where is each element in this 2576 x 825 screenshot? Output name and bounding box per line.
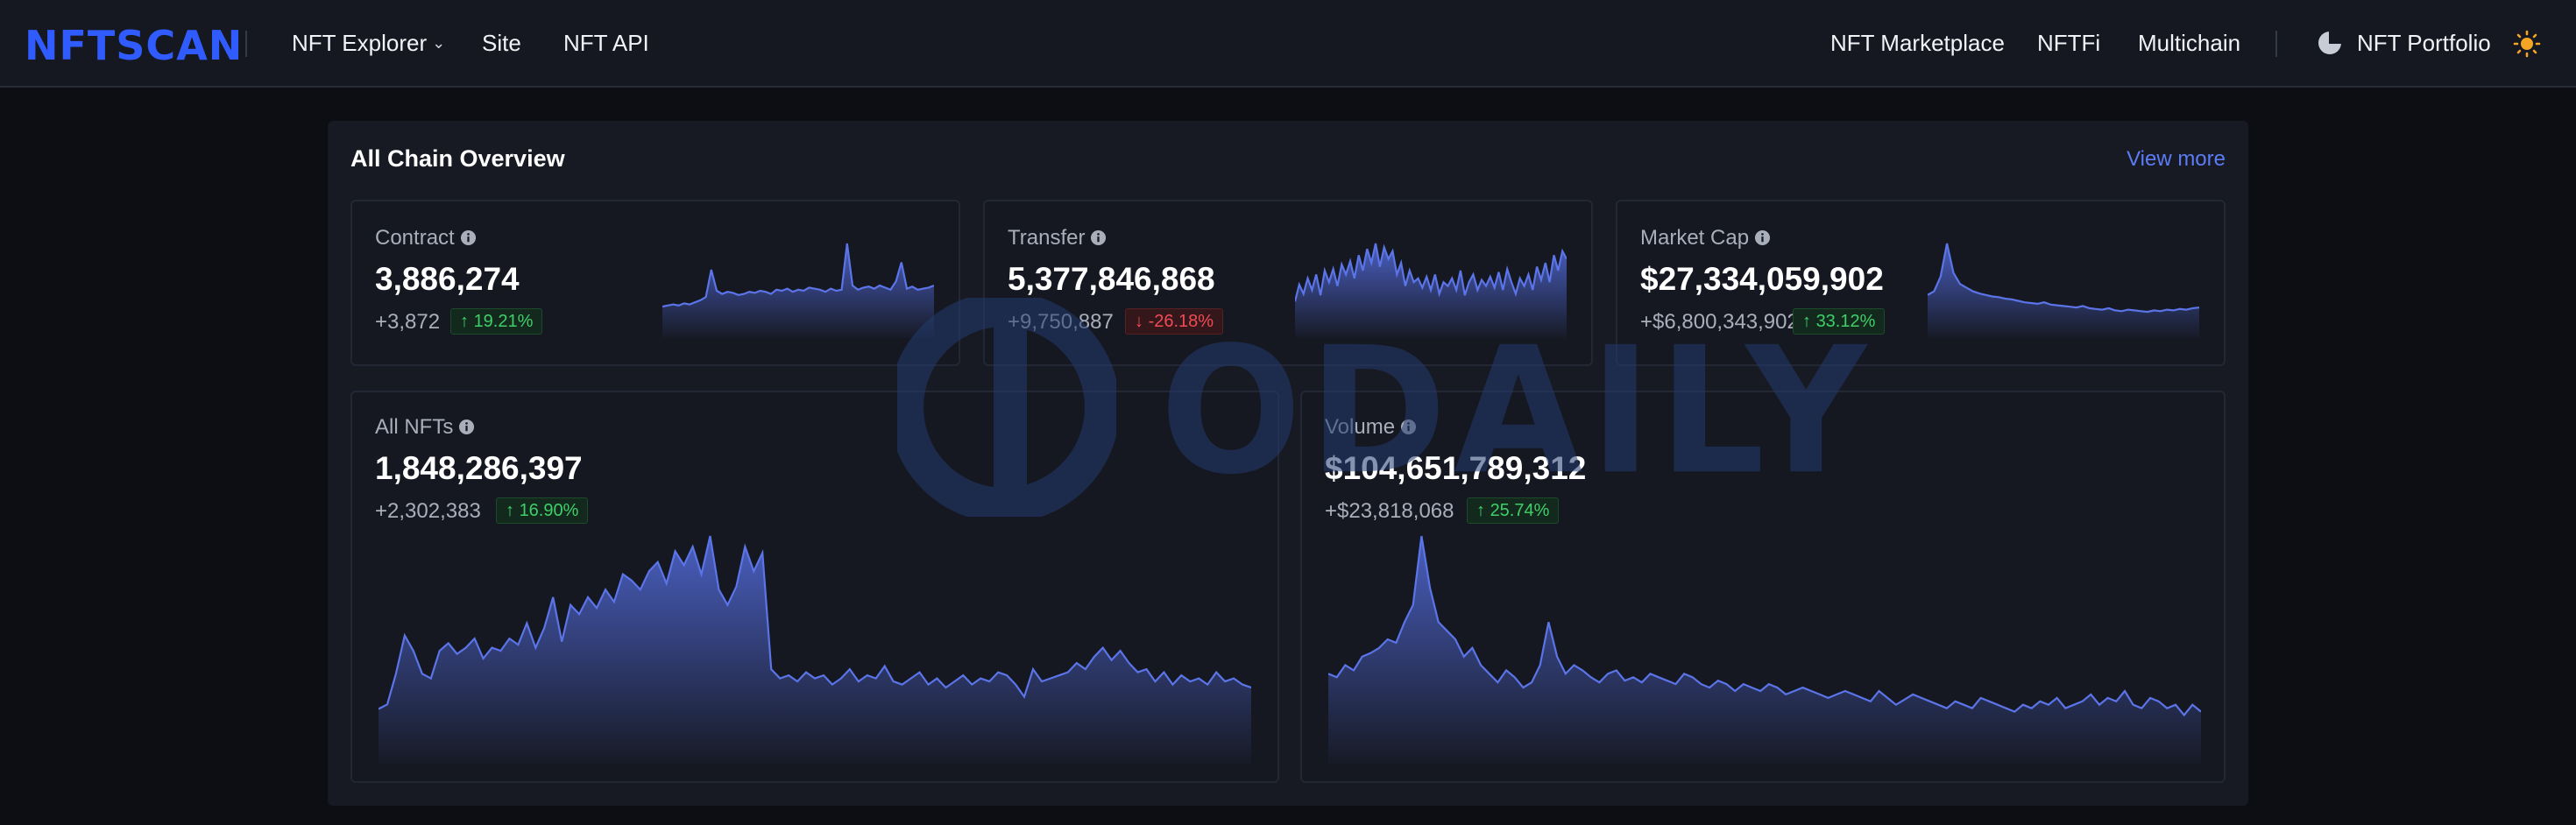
- change-badge: ↑ 16.90%: [496, 497, 589, 524]
- chart-line: [662, 243, 934, 308]
- chart-line: [1328, 535, 2201, 717]
- info-icon[interactable]: [460, 229, 477, 246]
- info-icon[interactable]: [1754, 229, 1771, 246]
- contract-card: Contract 3,886,274 +3,872 ↑ 19.21%: [350, 200, 960, 366]
- chart-area: [662, 243, 934, 338]
- card-label: Market Cap: [1640, 226, 1771, 250]
- all-nfts-card: All NFTs 1,848,286,397 +2,302,383 ↑ 16.9…: [350, 391, 1279, 783]
- card-value: 3,886,274: [375, 261, 520, 297]
- volume-card: Volume $104,651,789,312 +$23,818,068 ↑ 2…: [1300, 391, 2226, 783]
- nav-nft-marketplace[interactable]: NFT Marketplace: [1830, 30, 2005, 56]
- arrow-up-icon: ↑: [460, 312, 469, 331]
- card-label: Contract: [375, 226, 477, 250]
- chart-area: [1928, 243, 2199, 338]
- header-divider: [2275, 31, 2277, 57]
- nav-nft-portfolio[interactable]: NFT Portfolio: [2357, 30, 2491, 56]
- change-badge: ↑ 19.21%: [450, 308, 543, 335]
- chart-line: [379, 535, 1251, 710]
- chart-area: [1328, 536, 2201, 764]
- nav-nft-explorer-label: NFT Explorer: [292, 30, 428, 56]
- header-divider: [245, 31, 247, 57]
- market-cap-sparkline: [1928, 243, 2199, 338]
- arrow-down-icon: ↓: [1135, 312, 1143, 331]
- card-label: Volume: [1325, 415, 1417, 440]
- view-more-link[interactable]: View more: [2127, 147, 2226, 171]
- chart-line: [1928, 243, 2199, 314]
- card-value: 1,848,286,397: [375, 450, 583, 486]
- transfer-card: Transfer 5,377,846,868 +9,750,887 ↓ -26.…: [983, 200, 1593, 366]
- card-delta: +9,750,887: [1008, 310, 1114, 334]
- arrow-up-icon: ↑: [506, 501, 514, 520]
- chevron-down-icon: ⌄: [432, 34, 446, 52]
- nav-nft-api[interactable]: NFT API: [563, 30, 649, 56]
- card-delta: +$6,800,343,902: [1640, 310, 1799, 334]
- market-cap-card: Market Cap $27,334,059,902 +$6,800,343,9…: [1616, 200, 2226, 366]
- nav-nft-explorer[interactable]: NFT Explorer ⌄: [292, 27, 445, 59]
- all-nfts-chart: [379, 535, 1251, 764]
- top-header: NFTSCAN NFT Explorer ⌄ Site NFT API NFT M…: [0, 0, 2576, 88]
- sun-icon[interactable]: [2513, 30, 2541, 58]
- card-delta: +$23,818,068: [1325, 499, 1454, 523]
- chart-area: [379, 536, 1251, 764]
- info-icon[interactable]: [1090, 229, 1107, 246]
- card-delta: +2,302,383: [375, 499, 481, 523]
- change-badge: ↑ 33.12%: [1793, 308, 1886, 335]
- nav-site[interactable]: Site: [482, 30, 521, 56]
- card-label: All NFTs: [375, 415, 475, 440]
- info-icon[interactable]: [1400, 419, 1417, 435]
- change-badge: ↓ -26.18%: [1125, 308, 1224, 335]
- change-badge: ↑ 25.74%: [1467, 497, 1560, 524]
- chart-line: [1295, 243, 1567, 302]
- transfer-sparkline: [1295, 243, 1567, 338]
- nav-multichain[interactable]: Multichain: [2138, 30, 2241, 56]
- nav-nftfi[interactable]: NFTFi: [2037, 30, 2101, 56]
- card-label: Transfer: [1008, 226, 1107, 250]
- contract-sparkline: [662, 243, 934, 338]
- arrow-up-icon: ↑: [1802, 312, 1811, 331]
- all-chain-overview-panel: All Chain Overview View more Contract 3,…: [328, 121, 2248, 806]
- panel-title: All Chain Overview: [350, 145, 565, 172]
- arrow-up-icon: ↑: [1476, 501, 1485, 520]
- netscan-logo[interactable]: NFTSCAN: [25, 22, 244, 69]
- info-icon[interactable]: [458, 419, 475, 435]
- pie-chart-icon[interactable]: [2317, 30, 2343, 56]
- volume-chart: [1328, 535, 2201, 764]
- card-value: 5,377,846,868: [1008, 261, 1215, 297]
- card-value: $104,651,789,312: [1325, 450, 1587, 486]
- card-delta: +3,872: [375, 310, 441, 334]
- card-value: $27,334,059,902: [1640, 261, 1884, 297]
